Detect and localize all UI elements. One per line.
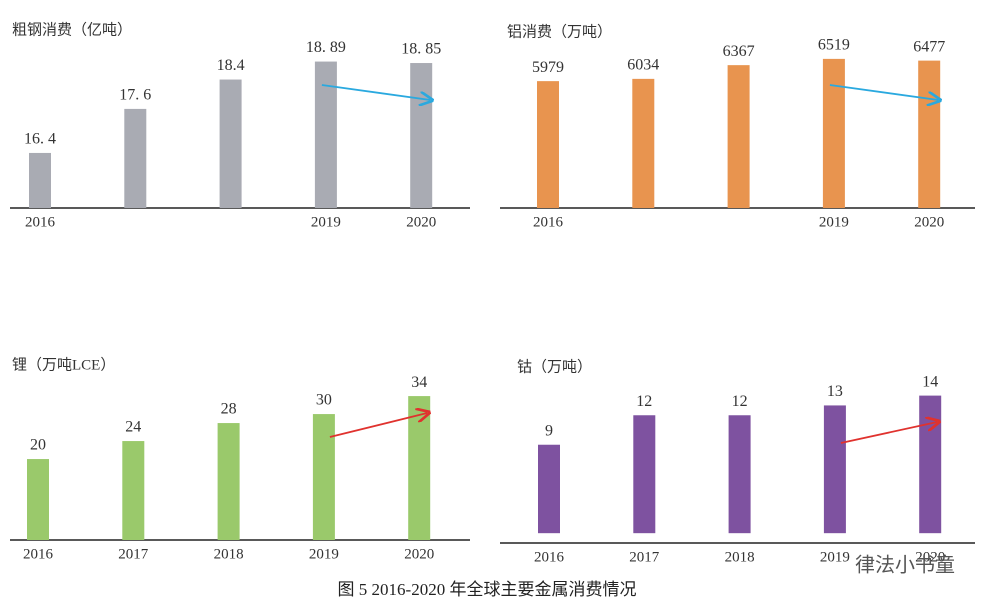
bar: [27, 459, 49, 540]
value-label: 30: [316, 392, 332, 409]
x-tick-label: 2020: [406, 214, 436, 230]
x-tick-label: 2017: [118, 546, 149, 562]
x-tick-label: 2019: [309, 546, 339, 562]
x-tick-label: 2016: [534, 549, 565, 565]
value-label: 20: [30, 437, 46, 454]
bar: [633, 415, 656, 534]
bar: [217, 423, 240, 540]
trend-arrow: [321, 84, 430, 100]
value-label: 6034: [627, 57, 659, 74]
bar: [312, 414, 335, 540]
bar: [314, 61, 337, 209]
value-label: 18. 89: [306, 39, 346, 56]
bar: [823, 405, 846, 534]
bar: [822, 58, 845, 209]
x-tick-label: 2018: [214, 546, 244, 562]
value-label: 24: [125, 419, 141, 436]
x-tick-label: 2020: [404, 546, 434, 562]
value-label: 18.4: [217, 57, 245, 74]
value-label: 6367: [723, 43, 755, 60]
figure-caption: 图 5 2016-2020 年全球主要金属消费情况: [338, 580, 637, 599]
chart-title: 粗钢消费（亿吨）: [12, 21, 132, 38]
trend-arrow: [329, 413, 427, 438]
x-tick-label: 2020: [914, 214, 944, 230]
trend-arrow: [840, 422, 937, 444]
value-label: 12: [636, 393, 652, 410]
value-label: 6477: [913, 38, 945, 55]
bar: [632, 78, 655, 209]
value-label: 28: [221, 401, 237, 418]
chart-title: 锂（万吨LCE）: [12, 356, 115, 373]
bar: [122, 441, 145, 540]
bar: [124, 108, 147, 208]
x-tick-label: 2016: [533, 214, 564, 230]
bar: [408, 396, 431, 540]
value-label: 9: [545, 422, 553, 439]
bar: [537, 81, 559, 208]
x-tick-label: 2016: [23, 546, 54, 562]
value-label: 12: [732, 393, 748, 410]
x-tick-label: 2019: [820, 549, 850, 565]
x-tick-label: 2019: [819, 214, 849, 230]
value-label: 6519: [818, 37, 850, 54]
bar: [919, 395, 942, 534]
bar: [219, 79, 242, 209]
value-label: 18. 85: [401, 41, 441, 58]
bar: [29, 152, 51, 208]
chart-title: 铝消费（万吨）: [507, 23, 612, 40]
bar: [727, 65, 750, 208]
bar: [728, 415, 751, 534]
value-label: 5979: [532, 59, 564, 76]
value-label: 34: [411, 374, 427, 391]
x-tick-label: 2018: [725, 549, 755, 565]
bar: [410, 63, 433, 208]
x-tick-label: 2017: [629, 549, 660, 565]
trend-arrow: [829, 84, 938, 100]
value-label: 14: [922, 373, 938, 390]
value-label: 17. 6: [119, 87, 151, 104]
x-tick-label: 2016: [25, 214, 56, 230]
watermark: 律法小书童: [855, 553, 955, 577]
bar: [918, 60, 941, 209]
value-label: 13: [827, 383, 843, 400]
chart-title: 钴（万吨）: [517, 358, 592, 375]
bar: [538, 444, 560, 534]
x-tick-label: 2020: [915, 549, 945, 565]
x-tick-label: 2019: [311, 214, 341, 230]
value-label: 16. 4: [24, 131, 56, 148]
